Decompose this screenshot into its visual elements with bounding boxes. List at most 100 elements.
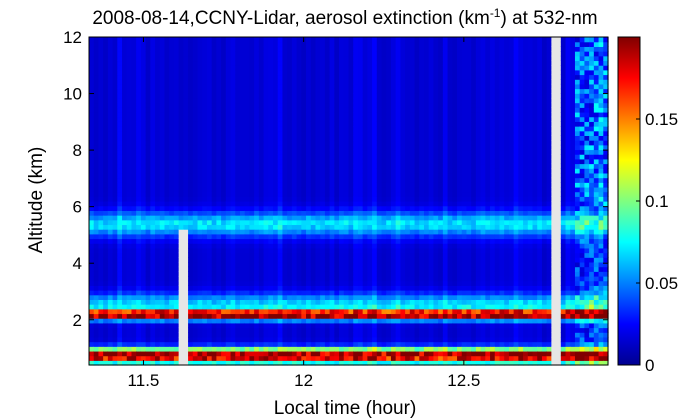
heatmap-cell	[306, 74, 312, 80]
heatmap-cell	[419, 196, 425, 202]
heatmap-cell	[192, 346, 199, 352]
heatmap-cell	[386, 130, 392, 136]
heatmap-cell	[301, 60, 307, 66]
heatmap-cell	[230, 350, 236, 357]
heatmap-cell	[192, 121, 199, 127]
heatmap-cell	[122, 196, 128, 202]
heatmap-cell	[324, 318, 331, 324]
heatmap-cell	[362, 74, 368, 80]
heatmap-cell	[386, 290, 392, 296]
heatmap-cell	[117, 97, 123, 104]
heatmap-cell	[315, 69, 321, 76]
heatmap-cell	[339, 65, 345, 71]
heatmap-cell	[103, 83, 109, 90]
heatmap-cell	[169, 107, 175, 113]
heatmap-cell	[169, 285, 175, 291]
heatmap-cell	[376, 172, 383, 179]
heatmap-cell	[334, 299, 340, 305]
heatmap-cell	[216, 196, 222, 202]
heatmap-cell	[216, 224, 222, 230]
heatmap-cell	[145, 360, 151, 366]
heatmap-cell	[169, 346, 175, 352]
heatmap-cell	[353, 299, 359, 305]
heatmap-cell	[221, 360, 227, 366]
heatmap-cell	[423, 346, 430, 352]
heatmap-cell	[211, 55, 217, 62]
heatmap-cell	[296, 60, 302, 66]
heatmap-cell	[291, 247, 298, 254]
heatmap-cell	[315, 102, 321, 108]
heatmap-cell	[306, 154, 312, 160]
heatmap-cell	[329, 215, 335, 221]
heatmap-cell	[254, 252, 260, 258]
heatmap-cell	[211, 83, 217, 90]
heatmap-cell	[145, 205, 151, 211]
heatmap-cell	[140, 158, 147, 165]
heatmap-cell	[343, 355, 350, 361]
heatmap-cell	[221, 88, 227, 94]
heatmap-cell	[409, 332, 416, 338]
heatmap-cell	[117, 121, 123, 127]
heatmap-cell	[381, 116, 387, 122]
heatmap-cell	[244, 111, 251, 118]
heatmap-cell	[107, 163, 114, 169]
heatmap-cell	[306, 266, 312, 272]
heatmap-cell	[334, 261, 340, 268]
heatmap-cell	[315, 107, 321, 113]
heatmap-cell	[169, 69, 175, 76]
heatmap-cell	[169, 88, 175, 94]
heatmap-cell	[362, 88, 368, 94]
heatmap-cell	[216, 55, 222, 62]
heatmap-cell	[348, 299, 354, 305]
heatmap-cell	[230, 210, 236, 216]
heatmap-cell	[357, 350, 364, 357]
heatmap-cell	[376, 116, 383, 122]
heatmap-cell	[273, 130, 279, 136]
heatmap-cell	[202, 55, 208, 62]
heatmap-cell	[339, 275, 345, 282]
heatmap-cell	[315, 126, 321, 132]
heatmap-cell	[244, 275, 251, 282]
heatmap-cell	[400, 332, 406, 338]
heatmap-cell	[390, 51, 397, 57]
heatmap-cell	[339, 271, 345, 277]
heatmap-cell	[140, 163, 147, 169]
heatmap-cell	[287, 201, 293, 207]
heatmap-cell	[211, 51, 217, 57]
heatmap-cell	[164, 247, 170, 254]
heatmap-cell	[107, 135, 114, 141]
heatmap-cell	[145, 186, 151, 193]
heatmap-cell	[273, 304, 279, 310]
heatmap-cell	[400, 41, 406, 47]
heatmap-cell	[230, 177, 236, 183]
heatmap-cell	[376, 257, 383, 263]
heatmap-cell	[216, 294, 222, 300]
heatmap-cell	[258, 144, 265, 151]
heatmap-cell	[93, 177, 100, 183]
heatmap-cell	[155, 257, 161, 263]
heatmap-cell	[164, 182, 170, 188]
heatmap-cell	[249, 219, 255, 226]
heatmap-cell	[140, 215, 147, 221]
heatmap-cell	[98, 247, 104, 254]
heatmap-cell	[173, 224, 180, 230]
heatmap-cell	[310, 271, 317, 277]
heatmap-cell	[93, 79, 100, 85]
heatmap-cell	[211, 102, 217, 108]
heatmap-cell	[89, 290, 95, 296]
heatmap-cell	[386, 299, 392, 305]
heatmap-cell	[282, 266, 288, 272]
heatmap-cell	[287, 65, 293, 71]
heatmap-cell	[112, 299, 118, 305]
heatmap-cell	[263, 238, 269, 244]
heatmap-cell	[291, 149, 298, 155]
heatmap-cell	[254, 107, 260, 113]
heatmap-cell	[188, 140, 194, 146]
heatmap-cell	[291, 271, 298, 277]
heatmap-cell	[386, 313, 392, 319]
heatmap-cell	[197, 215, 203, 221]
heatmap-cell	[164, 79, 170, 85]
heatmap-cell	[225, 144, 232, 151]
heatmap-cell	[140, 285, 147, 291]
heatmap-cell	[197, 341, 203, 347]
